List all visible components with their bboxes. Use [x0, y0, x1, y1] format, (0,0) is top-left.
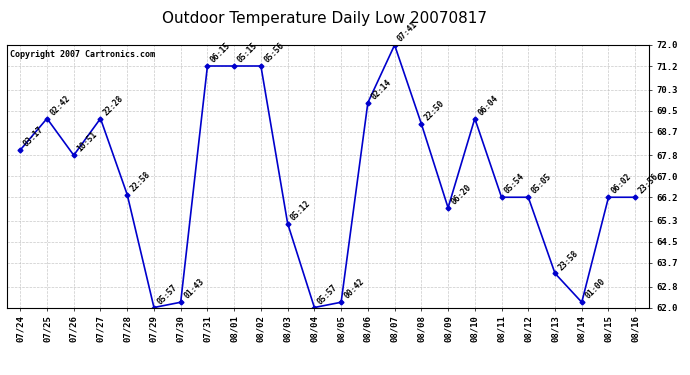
Text: 05:57: 05:57: [316, 282, 339, 306]
Text: 06:15: 06:15: [209, 41, 233, 64]
Text: 01:43: 01:43: [182, 277, 206, 301]
Text: 05:57: 05:57: [155, 282, 179, 306]
Text: Copyright 2007 Cartronics.com: Copyright 2007 Cartronics.com: [10, 50, 155, 59]
Text: 02:42: 02:42: [48, 93, 72, 117]
Text: 22:50: 22:50: [423, 99, 446, 122]
Text: 00:42: 00:42: [342, 277, 366, 301]
Text: 22:58: 22:58: [128, 170, 152, 193]
Text: 06:20: 06:20: [449, 183, 473, 206]
Text: 05:15: 05:15: [235, 41, 259, 64]
Text: Outdoor Temperature Daily Low 20070817: Outdoor Temperature Daily Low 20070817: [161, 11, 487, 26]
Text: 23:56: 23:56: [637, 172, 660, 196]
Text: 01:00: 01:00: [583, 277, 607, 301]
Text: 05:56: 05:56: [262, 41, 286, 64]
Text: 05:12: 05:12: [289, 198, 313, 222]
Text: 05:05: 05:05: [530, 172, 553, 196]
Text: 06:02: 06:02: [610, 172, 633, 196]
Text: 02:14: 02:14: [369, 78, 393, 101]
Text: 03:17: 03:17: [21, 125, 46, 148]
Text: 05:54: 05:54: [503, 172, 526, 196]
Text: 23:58: 23:58: [556, 248, 580, 272]
Text: 06:04: 06:04: [476, 93, 500, 117]
Text: 22:28: 22:28: [102, 93, 126, 117]
Text: 10:51: 10:51: [75, 130, 99, 154]
Text: 07:41: 07:41: [396, 20, 420, 44]
